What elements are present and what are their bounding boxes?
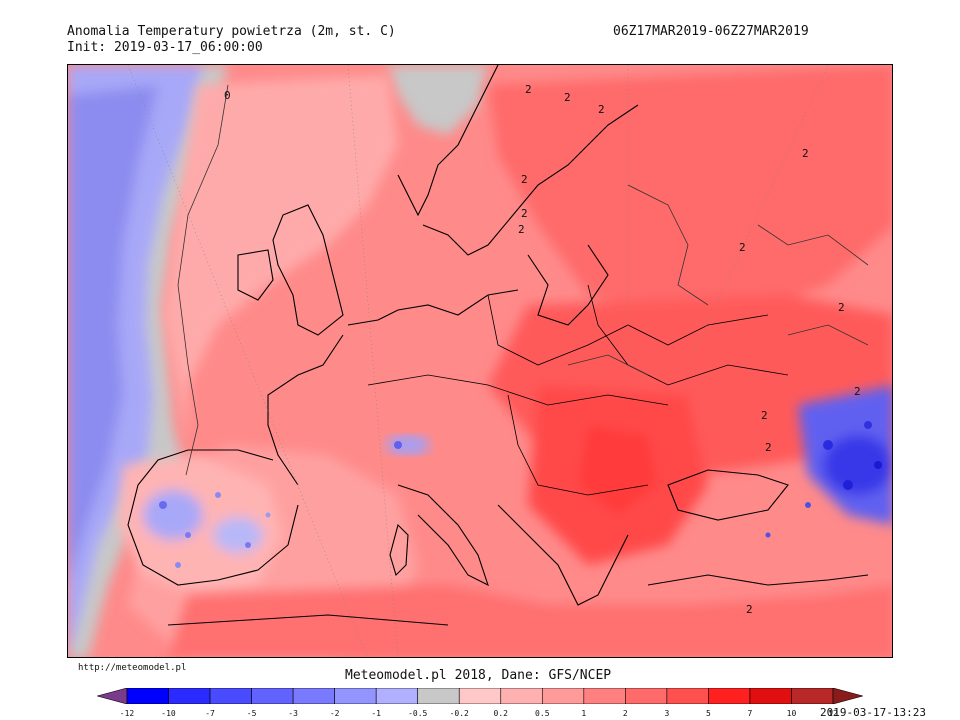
legend-swatch [209, 688, 252, 704]
generated-timestamp: 2019-03-17-13:23 [820, 706, 926, 719]
legend-swatch [251, 688, 294, 704]
legend-swatch [292, 688, 335, 704]
legend-label: -5 [246, 709, 257, 718]
contour-label: 2 [739, 241, 746, 254]
legend-swatch [791, 688, 834, 704]
legend-label: 10 [786, 709, 797, 718]
contour-label: 2 [598, 103, 605, 116]
alps-cold-pocket [386, 435, 430, 455]
legend-swatch [832, 688, 863, 704]
legend-swatch [708, 688, 751, 704]
contour-label: 2 [838, 301, 845, 314]
legend-swatch [749, 688, 792, 704]
contour-label: 2 [521, 207, 528, 220]
map-canvas: 0 2 2 2 2 2 2 2 2 2 2 2 2 2 [68, 65, 892, 657]
source-url[interactable]: http://meteomodel.pl [78, 663, 187, 673]
legend-swatch [500, 688, 543, 704]
legend-label: -7 [205, 709, 215, 718]
legend-swatch [417, 688, 460, 704]
anomaly-contours [177, 84, 869, 476]
contour-label: 2 [564, 91, 571, 104]
legend-label: -12 [119, 709, 135, 718]
turkey-cold-pocket [798, 385, 892, 525]
contour-label: 2 [518, 223, 525, 236]
legend-label: -3 [288, 709, 298, 718]
legend-swatch [666, 688, 709, 704]
init-time: Init: 2019-03-17_06:00:00 [67, 40, 263, 55]
legend-label: 0.5 [535, 709, 550, 718]
warm-strong-zones [488, 65, 892, 565]
legend-label: -0.2 [449, 709, 469, 718]
anomaly-map: 0 2 2 2 2 2 2 2 2 2 2 2 2 2 [67, 64, 893, 658]
color-legend [97, 688, 863, 704]
contour-label: 2 [854, 385, 861, 398]
arctic-neutral-zone [388, 65, 488, 135]
legend-swatch [97, 688, 128, 704]
contour-label: 2 [761, 409, 768, 422]
noise-texture [159, 421, 882, 568]
legend-label: 7 [747, 709, 753, 718]
legend-label: -10 [161, 709, 176, 718]
contour-label: 2 [521, 173, 528, 186]
contour-label: 2 [802, 147, 809, 160]
contour-label: 2 [525, 83, 532, 96]
legend-label: 2 [622, 709, 628, 718]
map-title: Anomalia Temperatury powietrza (2m, st. … [67, 24, 396, 39]
legend-label: -2 [329, 709, 340, 718]
legend-label: -0.5 [408, 709, 428, 718]
contour-labels: 0 2 2 2 2 2 2 2 2 2 2 2 2 2 [224, 83, 861, 616]
contour-label: 0 [224, 89, 231, 102]
legend-label: 12 [828, 709, 838, 718]
legend-label: 0.2 [493, 709, 508, 718]
legend-swatch [583, 688, 626, 704]
legend-swatch [541, 688, 585, 704]
credit-line: Meteomodel.pl 2018, Dane: GFS/NCEP [345, 668, 612, 683]
north-africa-warm [168, 585, 892, 657]
forecast-period: 06Z17MAR2019-06Z27MAR2019 [613, 24, 809, 39]
legend-label: -1 [371, 709, 381, 718]
coastlines [127, 65, 869, 626]
contour-label: 2 [765, 441, 772, 454]
legend-swatch [168, 688, 211, 704]
legend-swatch [126, 688, 169, 704]
graticule [127, 65, 829, 657]
legend-swatch [375, 688, 419, 704]
legend-swatch [458, 688, 502, 704]
legend-label: 1 [581, 709, 587, 718]
atlantic-cold-zone [68, 65, 228, 657]
legend-label: 3 [664, 709, 670, 718]
legend-label: 5 [705, 709, 711, 718]
legend-swatch [334, 688, 377, 704]
contour-label: 2 [746, 603, 753, 616]
legend-swatch [625, 688, 668, 704]
